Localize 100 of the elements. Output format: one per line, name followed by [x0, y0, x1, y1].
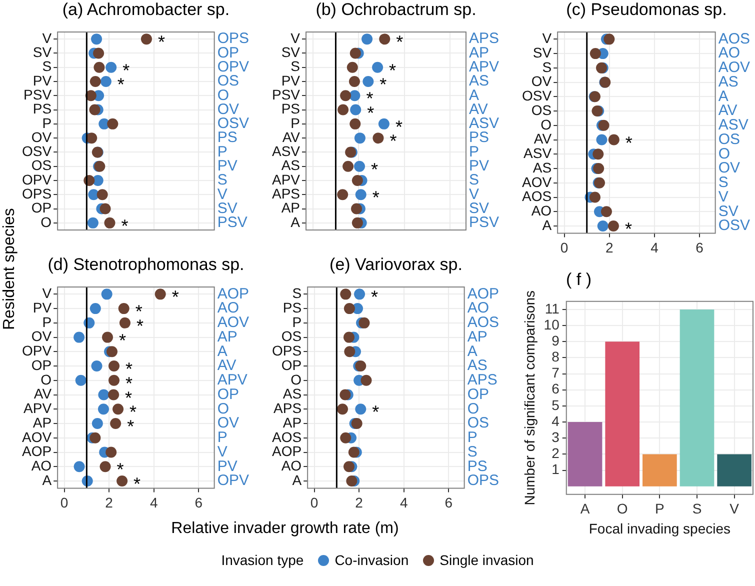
point	[89, 104, 100, 116]
y-tick-label: OP	[31, 356, 52, 373]
y-tick-label: 2	[552, 445, 560, 462]
y2-tick-label: AO	[718, 44, 740, 62]
data-label: *	[127, 416, 134, 436]
y-tick-label: 4	[552, 412, 560, 429]
y-tick-label: PS	[281, 100, 300, 117]
y-tick-label: V	[542, 30, 552, 46]
y2-tick-label: PV	[217, 458, 238, 475]
point	[104, 217, 116, 228]
y2-tick-label: PSV	[468, 214, 499, 232]
point	[108, 360, 120, 372]
y2-tick-label: OV	[217, 414, 240, 432]
point	[589, 192, 600, 203]
point	[378, 118, 390, 130]
y-axis-title: Number of significant comparisons	[521, 290, 538, 506]
y-tick-label: V	[290, 30, 301, 46]
point	[600, 206, 612, 218]
x-tick-label: 4	[150, 494, 158, 510]
point	[118, 303, 130, 314]
point	[340, 90, 352, 102]
data-label: *	[380, 74, 387, 94]
y2-tick-label: AO	[217, 300, 240, 317]
point	[154, 288, 166, 300]
y-tick-label: OS	[31, 157, 52, 174]
x-tick-label: 2	[105, 494, 114, 510]
y-tick-label: AV	[534, 130, 552, 147]
y-tick-label: O	[40, 371, 52, 388]
point	[608, 134, 620, 146]
point	[349, 90, 360, 102]
point	[592, 148, 604, 160]
y-tick-label: A	[292, 472, 302, 488]
point	[74, 332, 85, 343]
point	[106, 62, 117, 73]
point	[346, 62, 358, 73]
point	[94, 62, 105, 73]
y-tick-label: OSV	[22, 143, 52, 160]
point	[358, 317, 370, 328]
point	[352, 217, 363, 228]
point	[350, 48, 361, 59]
legend-label: Single invasion	[440, 552, 534, 568]
point	[344, 346, 356, 358]
y-tick-label: 5	[552, 396, 560, 413]
x-tick-label: P	[655, 500, 664, 517]
y2-tick-label: OPS	[467, 472, 500, 490]
y-tick-label: OS	[281, 328, 302, 344]
data-label: *	[372, 402, 380, 422]
data-label: *	[370, 159, 378, 180]
point	[140, 34, 152, 45]
point	[108, 389, 120, 400]
y-tick-label: 1	[552, 461, 560, 478]
y-tick-label: O	[40, 214, 52, 230]
y-tick-label: AS	[281, 157, 300, 174]
y-tick-label: OP	[281, 356, 302, 373]
x-axis-title: Focal invading species	[588, 520, 731, 536]
x-tick-label: 4	[650, 239, 659, 256]
y-tick-label: AO	[31, 458, 52, 474]
point	[87, 217, 98, 228]
point	[100, 76, 112, 87]
y-tick-label: AP	[32, 414, 52, 430]
y-tick-label: ASV	[272, 143, 301, 160]
point	[362, 34, 373, 45]
y2-tick-label: AOS	[718, 30, 750, 48]
x-tick-label: 0	[60, 494, 68, 510]
y-tick-label: AV	[34, 386, 52, 402]
point	[102, 332, 114, 343]
chart-title: (b) Ochrobactrum sp.	[314, 0, 478, 20]
point	[340, 389, 351, 400]
y2-tick-label: AOP	[467, 285, 500, 302]
point	[372, 62, 384, 73]
y-tick-label: APV	[24, 400, 52, 416]
bar	[568, 422, 602, 486]
point	[106, 446, 117, 458]
y2-tick-label: OS	[467, 414, 490, 432]
data-label: *	[390, 131, 397, 152]
y2-tick-label: O	[217, 400, 229, 418]
bar	[605, 342, 640, 486]
bar	[642, 454, 677, 486]
point	[110, 418, 122, 430]
x-tick-label: V	[730, 500, 740, 517]
y-tick-label: AV	[282, 128, 301, 145]
y2-tick-label: A	[467, 342, 478, 360]
y-tick-label: APV	[272, 171, 301, 188]
point	[590, 48, 601, 60]
point	[352, 175, 363, 186]
point	[342, 160, 354, 172]
x-tick-label: 2	[355, 494, 364, 510]
bar	[717, 454, 752, 486]
y-tick-label: AP	[281, 200, 300, 216]
y-tick-label: S	[292, 285, 302, 302]
chart-title: (e) Variovorax sp.	[328, 255, 464, 275]
y-tick-label: V	[42, 30, 52, 46]
point	[74, 461, 85, 472]
point	[343, 332, 354, 343]
y-tick-label: PS	[32, 100, 52, 117]
x-tick-label: 6	[696, 239, 704, 256]
y2-tick-label: OPV	[217, 58, 250, 76]
point	[98, 389, 110, 400]
y-tick-label: P	[290, 114, 300, 131]
y-tick-label: P	[42, 114, 52, 131]
